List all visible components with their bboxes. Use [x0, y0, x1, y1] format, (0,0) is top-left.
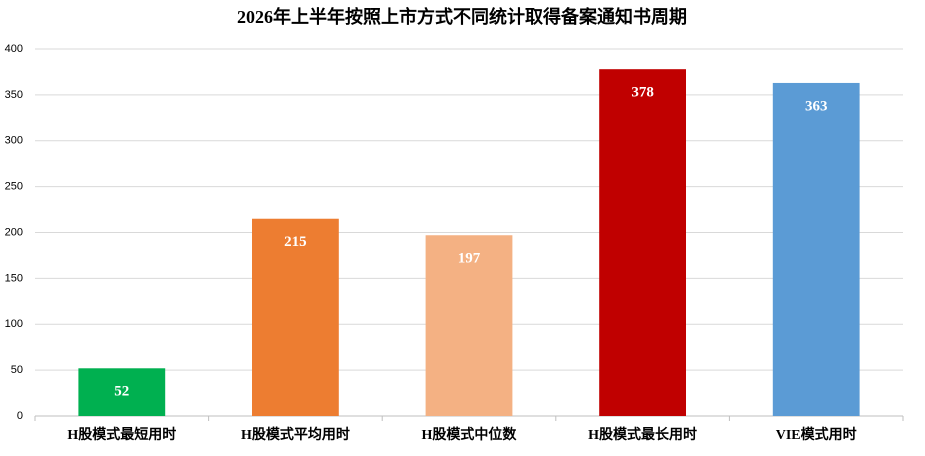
- bar: [78, 368, 166, 416]
- bar: [599, 69, 686, 416]
- bar: [772, 82, 860, 416]
- x-tick-label: VIE模式用时: [776, 426, 857, 443]
- y-tick-label: 300: [5, 135, 23, 147]
- y-tick-label: 250: [5, 181, 23, 193]
- x-tick-label: H股模式最短用时: [67, 426, 176, 443]
- chart-title: 2026年上半年按照上市方式不同统计取得备案通知书周期: [237, 6, 687, 27]
- y-tick-label: 50: [11, 364, 23, 376]
- y-tick-label: 100: [5, 318, 23, 330]
- x-tick-label: H股模式最长用时: [588, 426, 697, 443]
- bar: [252, 218, 339, 416]
- x-tick-label: H股模式平均用时: [241, 426, 350, 443]
- value-label: 363: [805, 98, 828, 114]
- value-label: 215: [284, 234, 307, 250]
- value-label: 197: [458, 251, 481, 267]
- bar: [425, 235, 513, 416]
- y-tick-label: 0: [17, 410, 23, 422]
- y-tick-label: 150: [5, 272, 23, 284]
- y-tick-label: 200: [5, 226, 23, 238]
- y-tick-label: 400: [5, 43, 23, 55]
- x-tick-label: H股模式中位数: [422, 426, 518, 443]
- value-label: 378: [631, 85, 654, 101]
- y-tick-label: 350: [5, 89, 23, 101]
- value-label: 52: [114, 384, 129, 400]
